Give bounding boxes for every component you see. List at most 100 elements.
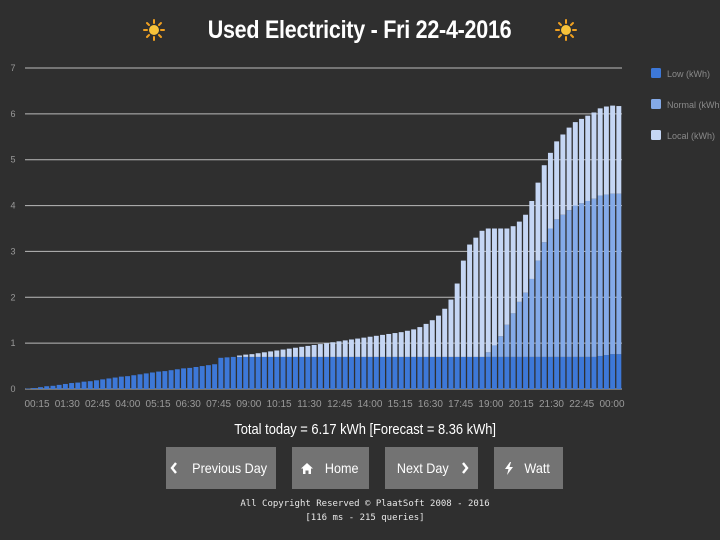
bar-normal [529, 278, 535, 357]
legend-swatch [651, 68, 661, 78]
bar-normal [560, 214, 566, 357]
bar-low [585, 356, 591, 389]
query-stats-text: [116 ms - 215 queries] [305, 513, 425, 523]
bar-local [336, 341, 342, 357]
bar-low [547, 356, 553, 389]
page-title: Used Electricity - Fri 22-4-2016 [208, 15, 512, 44]
bar-local [591, 112, 597, 199]
bar-low [261, 356, 267, 389]
previous-day-button[interactable]: Previous Day [166, 447, 276, 489]
bar-normal [523, 292, 529, 357]
x-tick-label: 06:30 [176, 399, 201, 410]
bar-low [535, 356, 541, 389]
bar-local [460, 260, 466, 357]
legend-label[interactable]: Normal (kWh) [667, 100, 720, 110]
bar-low [75, 382, 81, 389]
legend-label[interactable]: Low (kWh) [667, 69, 710, 79]
bar-normal [498, 336, 504, 357]
chart-legend[interactable]: Low (kWh) Normal (kWh) Local (kWh) [651, 68, 720, 141]
x-tick-label: 17:45 [448, 399, 473, 410]
bar-low [25, 388, 31, 390]
bar-low [112, 377, 118, 389]
watt-label: Watt [524, 460, 551, 476]
bar-low [361, 356, 367, 389]
bar-low [498, 356, 504, 389]
bar-low [560, 356, 566, 389]
bar-local [268, 351, 274, 357]
title-row: Used Electricity - Fri 22-4-2016 [0, 10, 720, 50]
bar-low [38, 387, 43, 389]
bar-low [342, 356, 348, 389]
sun-icon [143, 19, 166, 41]
bar-low [417, 356, 423, 389]
home-label: Home [324, 460, 359, 476]
y-tick-label: 4 [10, 201, 15, 211]
bar-low [100, 379, 106, 389]
bar-low [125, 376, 131, 389]
x-tick-label: 21:30 [539, 399, 564, 410]
bar-low [131, 375, 137, 389]
bar-low [473, 356, 479, 389]
y-tick-label: 1 [10, 338, 15, 348]
bar-local [330, 342, 336, 357]
bar-low [460, 356, 466, 389]
chevron-right-icon [462, 462, 469, 474]
bar-low [479, 356, 485, 389]
bar-low [324, 356, 330, 389]
bar-low [423, 356, 429, 389]
bar-low [597, 355, 603, 389]
bar-normal [566, 210, 572, 357]
y-tick-label: 7 [10, 63, 15, 73]
bar-local [386, 333, 392, 357]
bar-low [392, 356, 398, 389]
bar-low [243, 356, 249, 389]
bar-low [87, 381, 93, 389]
lightning-icon [505, 461, 514, 475]
bar-low [50, 385, 56, 389]
bar-local [311, 344, 317, 357]
bar-low [529, 356, 535, 389]
legend-label[interactable]: Local (kWh) [667, 131, 715, 141]
bar-low [149, 372, 155, 389]
bar-local [423, 323, 429, 357]
watt-button[interactable]: Watt [494, 447, 563, 489]
next-day-button[interactable]: Next Day [385, 447, 478, 489]
bar-local [348, 339, 354, 357]
bar-local [361, 337, 367, 357]
y-tick-label: 0 [10, 384, 15, 394]
bar-low [429, 356, 435, 389]
bar-local [380, 334, 385, 357]
bar-local [305, 345, 311, 357]
x-tick-label: 00:00 [599, 399, 624, 410]
bar-low [467, 356, 473, 389]
bar-local [355, 338, 361, 357]
y-tick-label: 6 [10, 109, 15, 119]
previous-day-label: Previous Day [192, 460, 268, 476]
bar-low [442, 356, 448, 389]
bar-normal [535, 260, 541, 357]
bar-local [529, 200, 535, 279]
bar-local [324, 343, 330, 357]
bar-normal [610, 193, 616, 355]
bar-low [299, 356, 305, 389]
bar-local [243, 354, 249, 357]
bar-low [355, 356, 361, 389]
bar-low [591, 356, 597, 389]
bar-normal [510, 313, 516, 357]
bar-low [94, 380, 99, 389]
bar-low [69, 383, 75, 389]
bar-low [572, 356, 578, 389]
bar-low [510, 356, 516, 389]
bar-normal [554, 219, 560, 357]
bar-local [492, 228, 497, 346]
bar-local [554, 141, 560, 220]
x-tick-label: 01:30 [55, 399, 80, 410]
bar-low [566, 356, 572, 389]
bar-normal [547, 228, 553, 357]
bar-normal [591, 198, 597, 357]
bar-local [616, 106, 622, 194]
bar-low [168, 370, 174, 389]
home-button[interactable]: Home [292, 447, 369, 489]
bar-local [485, 228, 491, 353]
x-tick-label: 15:15 [388, 399, 413, 410]
